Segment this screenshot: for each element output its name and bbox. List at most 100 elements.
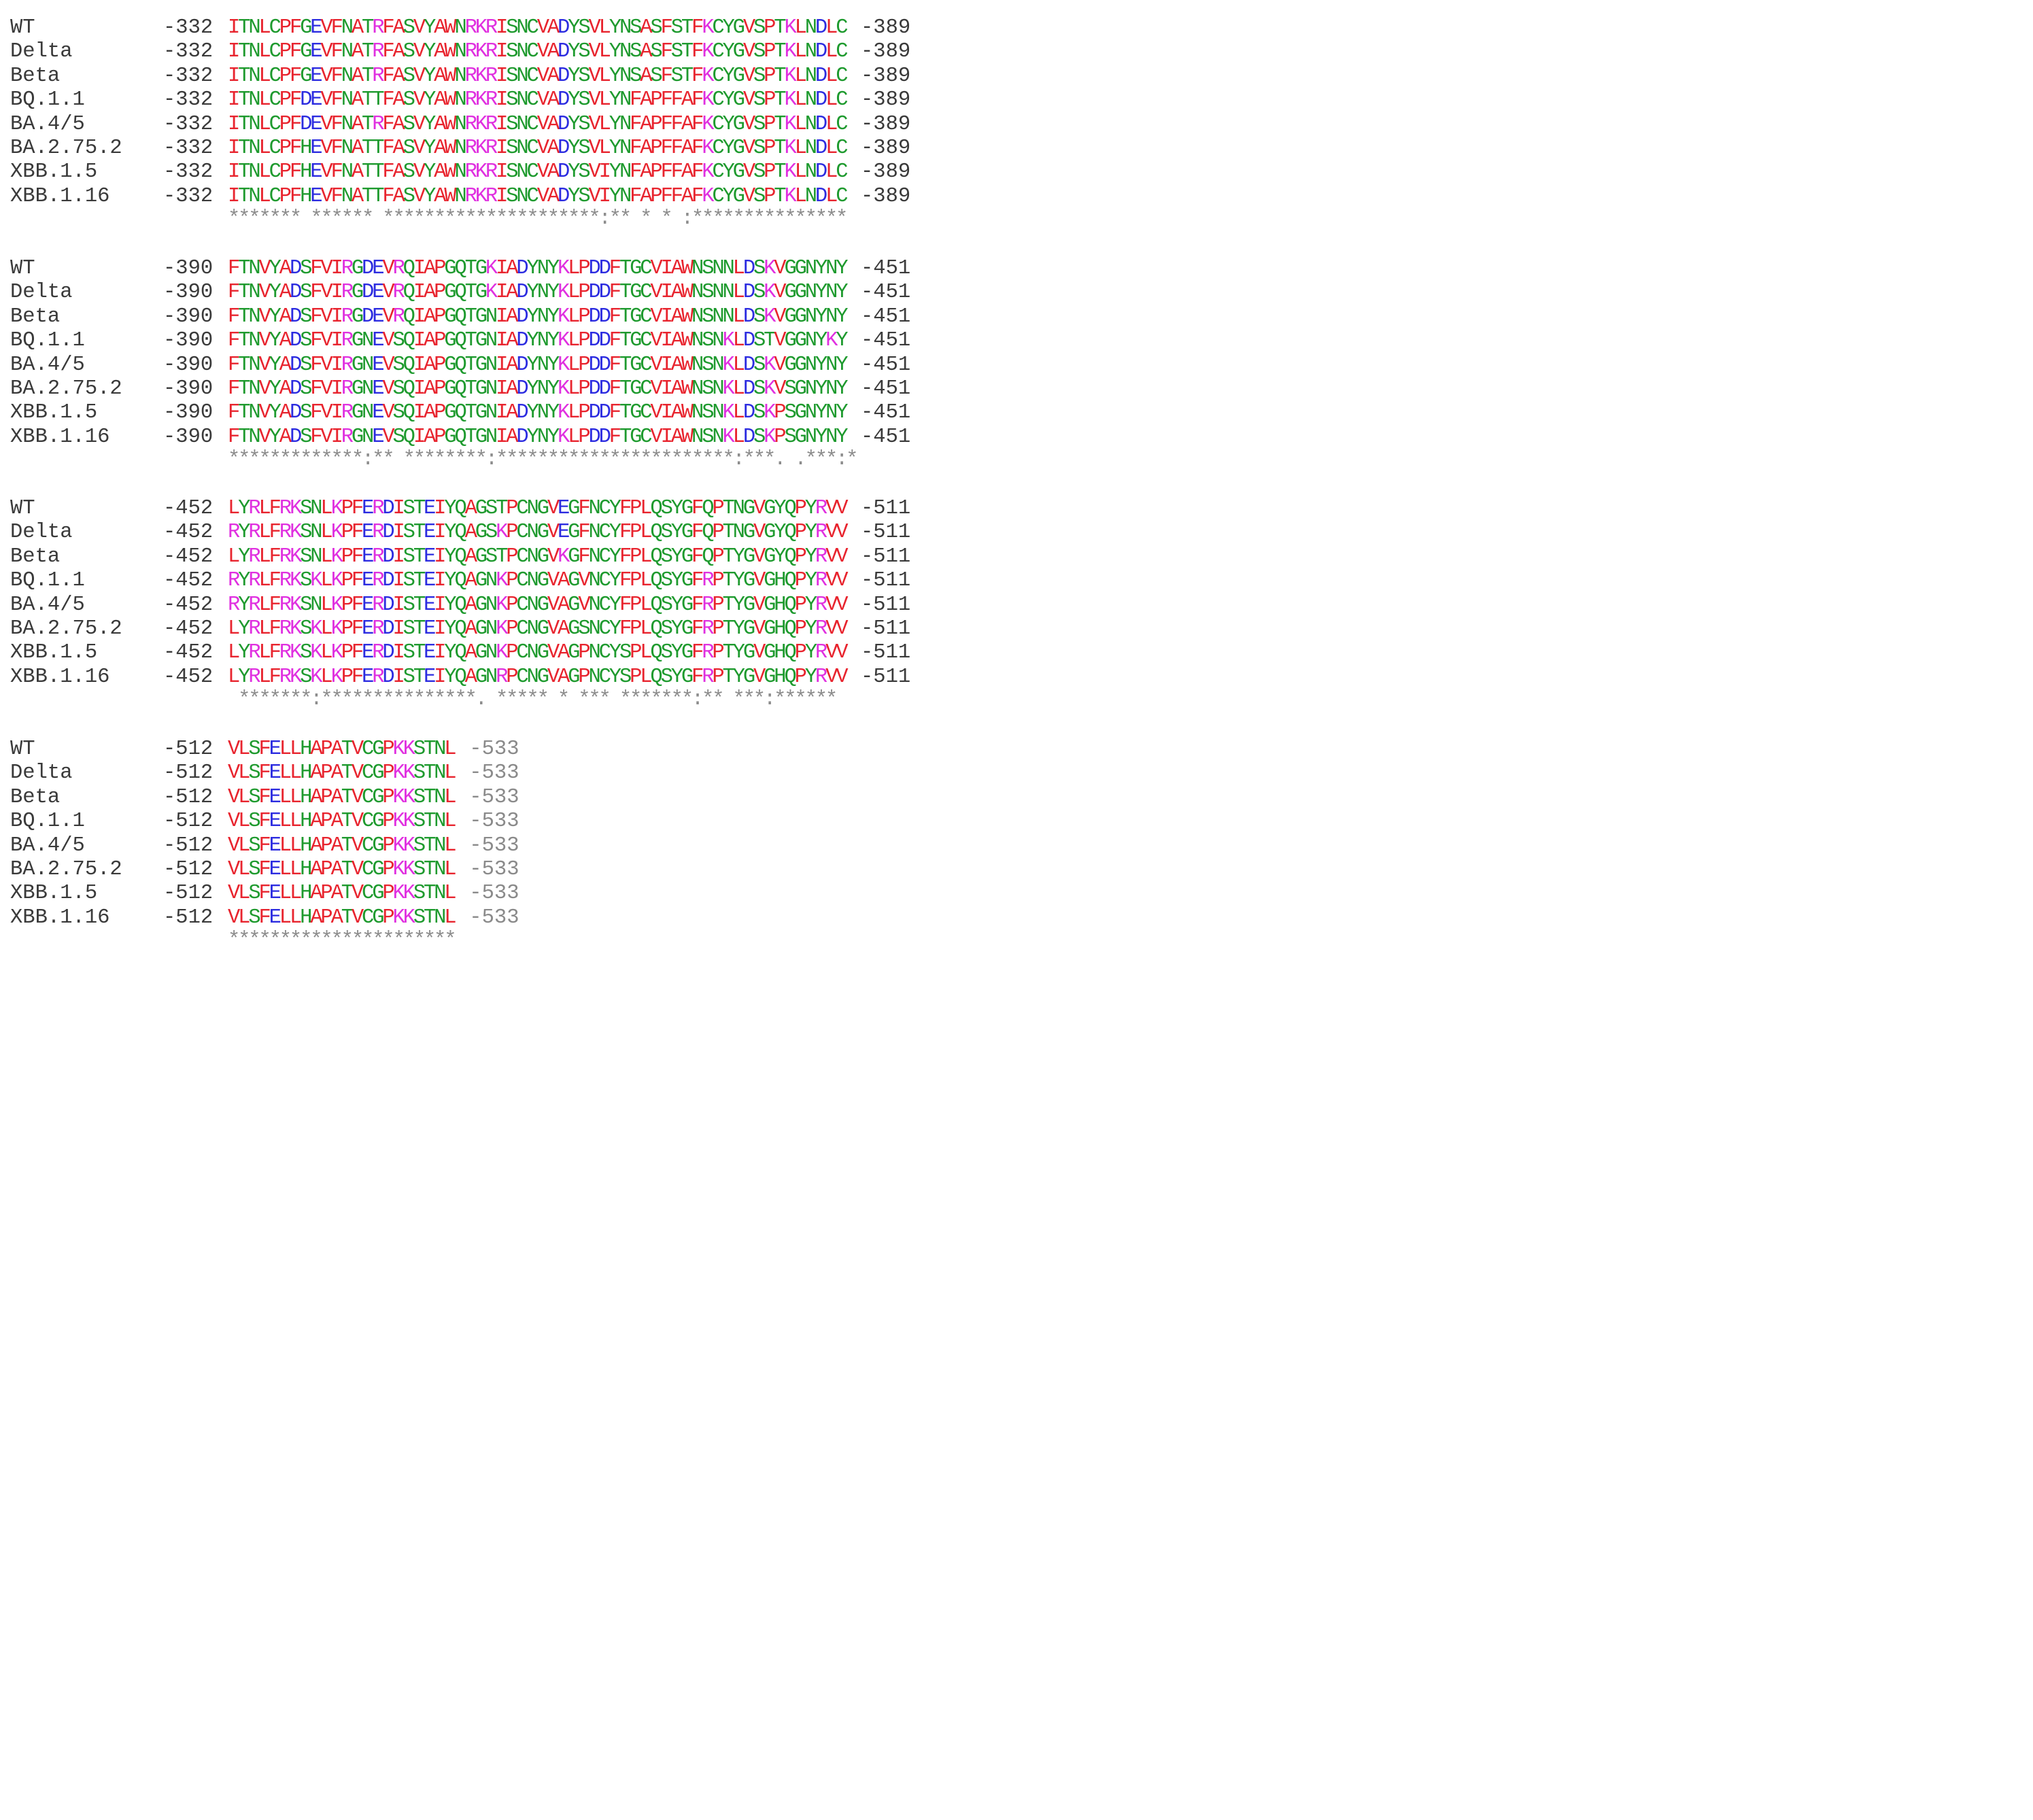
sequence-residues: ITNLCPFHEVFNATTFASVYAWNRKRISNCVADYSVIYNF…: [228, 184, 849, 208]
sequence-residues: VLSFELLHAPATVCGPKKSTNL: [228, 810, 457, 834]
start-position: -452: [163, 665, 213, 689]
end-position: -511: [861, 617, 911, 640]
start-position: -512: [163, 785, 213, 809]
sequence-name: BA.4/5: [10, 353, 85, 377]
end-position: -389: [861, 112, 911, 136]
start-position: -452: [163, 641, 213, 665]
start-position: -452: [163, 593, 213, 617]
consensus-line: *******:***************. ***** * *** ***…: [228, 688, 838, 712]
start-position: -512: [163, 882, 213, 906]
end-position: -511: [861, 665, 911, 689]
consensus-line: **********************: [228, 929, 457, 952]
sequence-residues: ITNLCPFHEVFNATTFASVYAWNRKRISNCVADYSVLYNF…: [228, 137, 849, 160]
end-position: -511: [861, 497, 911, 520]
end-position: -533: [469, 906, 519, 929]
start-position: -332: [163, 16, 213, 39]
sequence-residues: LYRLFRKSNLKPFERDISTEIYQAGSTPCNGVKGFNCYFP…: [228, 545, 849, 568]
sequence-name: Beta: [10, 305, 61, 328]
sequence-name: BA.2.75.2: [10, 137, 122, 160]
start-position: -332: [163, 137, 213, 160]
start-position: -390: [163, 329, 213, 353]
start-position: -390: [163, 377, 213, 400]
sequence-residues: FTNVYADSFVIRGNEVSQIAPGQTGNIADYNYKLPDDFTG…: [228, 353, 849, 377]
end-position: -533: [469, 834, 519, 857]
sequence-name: XBB.1.5: [10, 160, 98, 184]
end-position: -511: [861, 569, 911, 593]
start-position: -332: [163, 64, 213, 88]
sequence-residues: ITNLCPFGEVFNATRFASVYAWNRKRISNCVADYSVLYNS…: [228, 16, 849, 39]
start-position: -452: [163, 617, 213, 640]
sequence-residues: VLSFELLHAPATVCGPKKSTNL: [228, 785, 457, 809]
end-position: -451: [861, 353, 911, 377]
end-position: -389: [861, 40, 911, 64]
sequence-residues: ITNLCPFGEVFNATRFASVYAWNRKRISNCVADYSVLYNS…: [228, 40, 849, 64]
sequence-name: XBB.1.5: [10, 641, 98, 665]
end-position: -389: [861, 88, 911, 112]
sequence-residues: ITNLCPFGEVFNATRFASVYAWNRKRISNCVADYSVLYNS…: [228, 64, 849, 88]
start-position: -512: [163, 834, 213, 857]
sequence-name: Beta: [10, 545, 61, 568]
start-position: -452: [163, 497, 213, 520]
sequence-residues: VLSFELLHAPATVCGPKKSTNL: [228, 834, 457, 857]
consensus-line: ******* ****** *********************:** …: [228, 207, 848, 231]
sequence-residues: VLSFELLHAPATVCGPKKSTNL: [228, 738, 457, 761]
start-position: -512: [163, 858, 213, 881]
end-position: -389: [861, 64, 911, 88]
sequence-residues: FTNVYADSFVIRGNEVSQIAPGQTGNIADYNYKLPDDFTG…: [228, 329, 849, 353]
start-position: -332: [163, 112, 213, 136]
end-position: -451: [861, 305, 911, 328]
sequence-name: BA.4/5: [10, 112, 85, 136]
sequence-name: BA.2.75.2: [10, 617, 122, 640]
sequence-name: WT: [10, 257, 35, 280]
sequence-residues: RYRLFRKSNLKPFERDISTEIYQAGSKPCNGVEGFNCYFP…: [228, 521, 849, 545]
sequence-name: XBB.1.16: [10, 425, 110, 449]
start-position: -452: [163, 521, 213, 545]
end-position: -533: [469, 882, 519, 906]
sequence-name: Beta: [10, 64, 61, 88]
sequence-residues: RYRLFRKSKLKPFERDISTEIYQAGNKPCNGVAGVNCYFP…: [228, 569, 849, 593]
end-position: -389: [861, 184, 911, 208]
sequence-residues: LYRLFRKSNLKPFERDISTEIYQAGSTPCNGVEGFNCYFP…: [228, 497, 849, 520]
sequence-residues: FTNVYADSFVIRGDEVRQIAPGQTGKIADYNYKLPDDFTG…: [228, 281, 849, 305]
sequence-residues: LYRLFRKSKLKPFERDISTEIYQAGNKPCNGVAGPNCYSP…: [228, 641, 849, 665]
start-position: -390: [163, 425, 213, 449]
sequence-residues: LYRLFRKSKLKPFERDISTEIYQAGNRPCNGVAGPNCYSP…: [228, 665, 849, 689]
sequence-name: XBB.1.5: [10, 882, 98, 906]
start-position: -332: [163, 88, 213, 112]
sequence-name: XBB.1.5: [10, 401, 98, 425]
sequence-name: Delta: [10, 761, 73, 785]
start-position: -332: [163, 40, 213, 64]
sequence-residues: LYRLFRKSKLKPFERDISTEIYQAGNKPCNGVAGSNCYFP…: [228, 617, 849, 640]
start-position: -390: [163, 281, 213, 305]
end-position: -511: [861, 521, 911, 545]
end-position: -511: [861, 545, 911, 568]
sequence-residues: FTNVYADSFVIRGNEVSQIAPGQTGNIADYNYKLPDDFTG…: [228, 401, 849, 425]
consensus-line: *************:** ********:**************…: [228, 448, 858, 472]
sequence-residues: VLSFELLHAPATVCGPKKSTNL: [228, 906, 457, 929]
end-position: -451: [861, 425, 911, 449]
sequence-name: XBB.1.16: [10, 184, 110, 208]
end-position: -533: [469, 810, 519, 834]
sequence-name: BA.2.75.2: [10, 858, 122, 881]
sequence-name: XBB.1.16: [10, 906, 110, 929]
sequence-name: BA.4/5: [10, 593, 85, 617]
start-position: -332: [163, 184, 213, 208]
start-position: -390: [163, 257, 213, 280]
end-position: -389: [861, 137, 911, 160]
end-position: -389: [861, 160, 911, 184]
sequence-name: Delta: [10, 281, 73, 305]
sequence-alignment: WT -332 ITNLCPFGEVFNATRFASVYAWNRKRISNCVADY…: [0, 0, 1066, 955]
sequence-name: BQ.1.1: [10, 88, 85, 112]
start-position: -390: [163, 305, 213, 328]
sequence-name: BQ.1.1: [10, 810, 85, 834]
sequence-name: WT: [10, 738, 35, 761]
sequence-name: WT: [10, 16, 35, 39]
end-position: -511: [861, 641, 911, 665]
start-position: -452: [163, 545, 213, 568]
sequence-residues: FTNVYADSFVIRGNEVSQIAPGQTGNIADYNYKLPDDFTG…: [228, 425, 849, 449]
end-position: -451: [861, 257, 911, 280]
sequence-name: WT: [10, 497, 35, 520]
sequence-name: BQ.1.1: [10, 329, 85, 353]
end-position: -533: [469, 858, 519, 881]
sequence-residues: ITNLCPFDEVFNATRFASVYAWNRKRISNCVADYSVLYNF…: [228, 112, 849, 136]
